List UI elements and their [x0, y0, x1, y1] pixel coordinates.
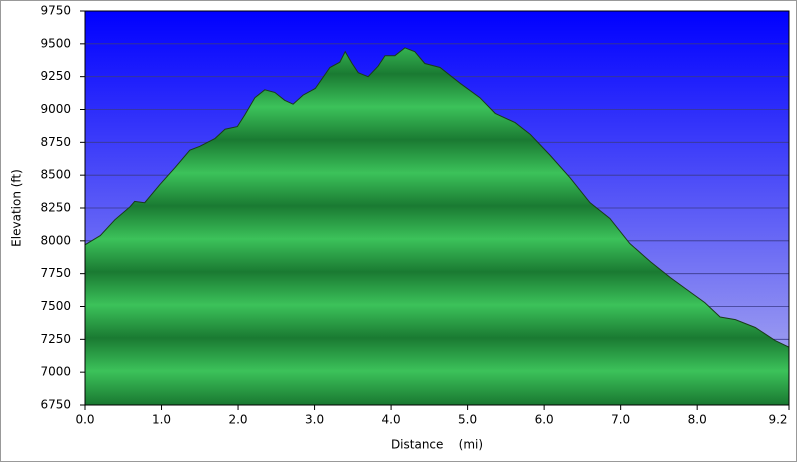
y-tick-label: 8000	[40, 233, 71, 247]
x-tick-label: 2.0	[228, 413, 247, 427]
y-tick-label: 7250	[40, 332, 71, 346]
y-tick-label: 9000	[40, 102, 71, 116]
x-tick-label: 9.2	[768, 413, 787, 427]
y-tick-label: 6750	[40, 398, 71, 412]
y-tick-label: 7000	[40, 365, 71, 379]
x-tick-label: 8.0	[688, 413, 707, 427]
y-tick-label: 8500	[40, 168, 71, 182]
y-tick-label: 7500	[40, 299, 71, 313]
x-tick-label: 4.0	[382, 413, 401, 427]
y-tick-label: 9750	[40, 4, 71, 18]
x-tick-label: 5.0	[458, 413, 477, 427]
x-tick-label: 3.0	[305, 413, 324, 427]
y-tick-label: 9250	[40, 69, 71, 83]
x-tick-label: 6.0	[535, 413, 554, 427]
elevation-area	[84, 47, 790, 406]
y-tick-label: 9500	[40, 36, 71, 50]
y-tick-label: 8250	[40, 201, 71, 215]
y-axis-label: Elevation (ft)	[10, 169, 24, 247]
y-tick-label: 7750	[40, 266, 71, 280]
x-tick-label: 7.0	[611, 413, 630, 427]
x-tick-label: 0.0	[75, 413, 94, 427]
y-tick-label: 8750	[40, 135, 71, 149]
x-tick-label: 1.0	[152, 413, 171, 427]
x-axis-label: Distance (mi)	[391, 438, 483, 452]
